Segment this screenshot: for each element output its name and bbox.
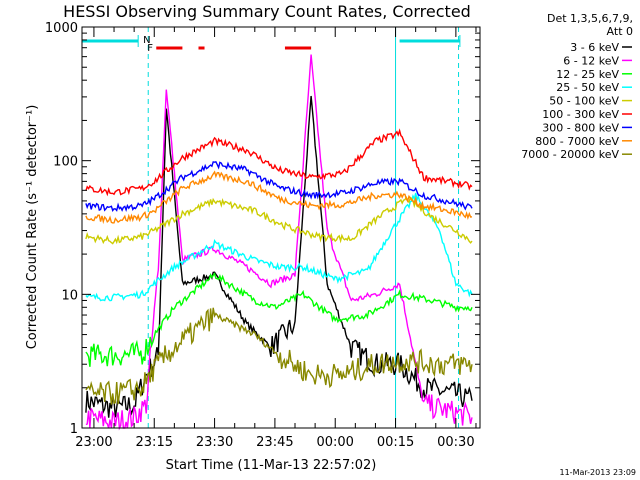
series-line-8 (85, 307, 473, 405)
series-line-3 (85, 192, 473, 302)
x-tick-label: 23:00 (75, 435, 112, 450)
legend-entry-6: 300 - 800 keV (542, 121, 619, 134)
x-axis-label: Start Time (11-Mar-13 22:57:02) (166, 458, 377, 473)
series-line-2 (85, 272, 473, 367)
series-line-5 (85, 128, 473, 197)
plot-marks: NF (82, 27, 473, 431)
legend-entry-2: 12 - 25 keV (556, 68, 619, 81)
x-tick-label: 23:15 (136, 435, 173, 450)
legend-entry-7: 800 - 7000 keV (535, 135, 619, 148)
legend-entry-0: 3 - 6 keV (570, 41, 619, 54)
series-line-6 (85, 160, 473, 213)
flare-label: F (147, 43, 153, 54)
legend-entry-8: 7000 - 20000 keV (521, 148, 619, 161)
y-axis-label: Corrected Count Rate (s⁻¹ detector⁻¹) (25, 105, 40, 350)
axes: 1 10 100 1000 23:00 23:15 23:30 23:45 00:00 00:15… (45, 21, 481, 450)
y-tick-label: 1000 (45, 21, 78, 36)
x-tick-label: 00:15 (377, 435, 414, 450)
x-tick-label: 00:30 (437, 435, 474, 450)
legend-entry-1: 6 - 12 keV (563, 54, 619, 67)
y-tick-label: 10 (61, 288, 78, 303)
x-tick-label: 23:30 (196, 435, 233, 450)
y-tick-label: 1 (70, 422, 78, 437)
legend-header-line-1: Det 1,3,5,6,7,9, (547, 12, 633, 25)
series-line-1 (85, 54, 473, 431)
plot-frame (81, 26, 481, 429)
night-label: N (143, 35, 150, 46)
series-line-7 (85, 170, 473, 225)
legend-header-line-2: Att 0 (607, 25, 633, 38)
y-tick-label: 100 (53, 155, 78, 170)
timestamp: 11-Mar-2013 23:09 (560, 468, 637, 477)
x-tick-label: 00:00 (316, 435, 353, 450)
legend-entry-5: 100 - 300 keV (542, 108, 619, 121)
x-tick-label: 23:45 (256, 435, 293, 450)
legend-entry-3: 25 - 50 keV (556, 81, 619, 94)
chart-title: HESSI Observing Summary Count Rates, Cor… (63, 2, 471, 21)
legend-entry-4: 50 - 100 keV (549, 95, 619, 108)
